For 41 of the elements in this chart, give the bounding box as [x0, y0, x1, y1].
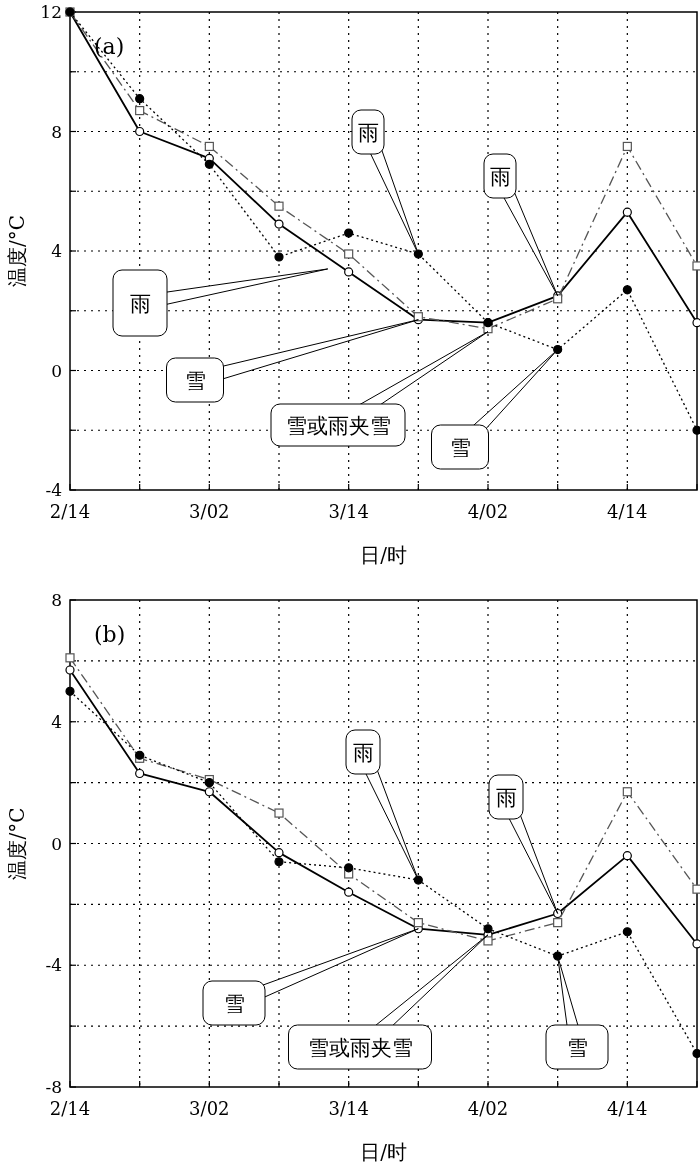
callout: 雪 [545, 955, 609, 1070]
y-tick-label: 4 [51, 711, 62, 732]
text: (a) [94, 34, 125, 59]
y-tick-label: -4 [45, 480, 62, 500]
x-tick-label: 4/02 [467, 1098, 509, 1119]
text: (b) [94, 622, 126, 647]
y-tick-label: 4 [51, 241, 62, 261]
callout: 雨 [488, 774, 559, 914]
x-tick-label: 3/14 [328, 501, 369, 522]
annotation: 雪 [223, 992, 245, 1016]
x-tick-label: 4/14 [607, 501, 648, 522]
annotation: 雨 [495, 786, 517, 810]
annotation: 雪或雨夹雪 [307, 1036, 413, 1060]
x-axis-title: 日/时 [360, 543, 407, 567]
y-tick-label: 0 [51, 360, 62, 381]
callout: 雨 [112, 268, 329, 337]
x-tick-label: 3/02 [189, 501, 230, 522]
x-tick-label: 4/02 [467, 501, 509, 522]
y-tick-label: 12 [40, 2, 62, 22]
annotation: 雪或雨夹雪 [285, 414, 391, 438]
y-tick-label: 8 [51, 121, 62, 142]
callout: 雨 [483, 153, 559, 297]
x-tick-label: 4/14 [607, 1098, 648, 1119]
x-tick-label: 3/02 [189, 1098, 230, 1119]
y-tick-label: -8 [45, 1077, 62, 1097]
annotation: 雪 [184, 369, 206, 393]
x-tick-label: 2/14 [49, 1098, 91, 1119]
y-tick-label: 0 [51, 833, 62, 854]
annotation: 雨 [129, 292, 151, 316]
x-axis-title: 日/时 [360, 1140, 407, 1164]
x-tick-label: 2/14 [49, 501, 91, 522]
y-axis-title: 温度/°C [5, 807, 29, 880]
annotation: 雪 [566, 1036, 588, 1060]
annotation: 雨 [352, 741, 374, 765]
y-axis-title: 温度/°C [5, 214, 29, 288]
annotation: 雨 [357, 121, 379, 145]
y-tick-label: 8 [51, 590, 62, 610]
x-tick-label: 3/14 [328, 1098, 369, 1119]
callout: 雪或雨夹雪 [288, 934, 489, 1070]
y-tick-label: -4 [45, 955, 62, 976]
annotation: 雨 [489, 165, 511, 189]
